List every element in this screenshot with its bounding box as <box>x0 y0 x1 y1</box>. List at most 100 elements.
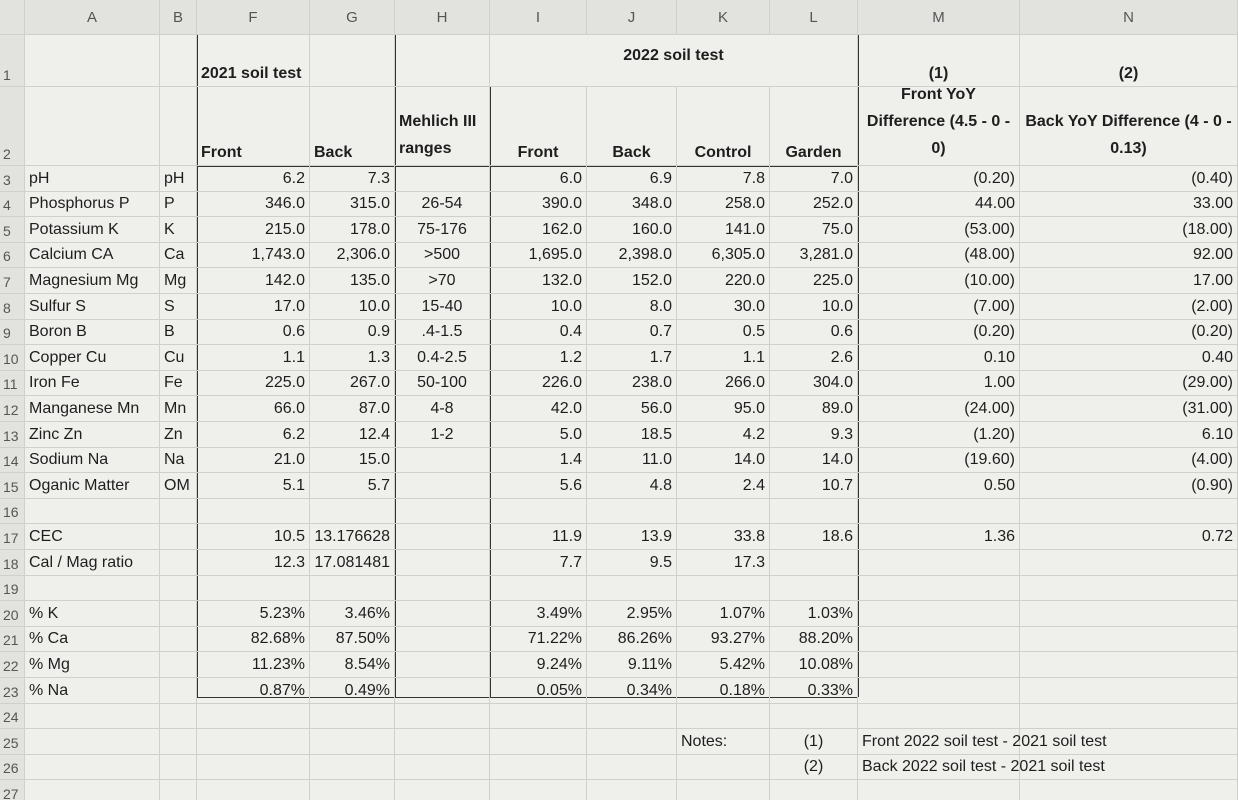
cell: 0.6 <box>197 319 310 346</box>
cell: 14.0 <box>770 447 858 474</box>
corner <box>0 0 25 35</box>
cell: 160.0 <box>587 217 677 243</box>
cell: 9.11% <box>587 652 677 678</box>
column-header: L <box>770 0 858 35</box>
empty-cell <box>1020 498 1238 525</box>
empty-cell <box>1020 626 1238 653</box>
row-number: 21 <box>0 626 25 653</box>
cell: 3.46% <box>310 601 395 627</box>
cell: Potassium K <box>25 217 160 243</box>
cell: 0.05% <box>490 678 587 704</box>
cell: 2022 soil test <box>490 35 858 87</box>
empty-cell <box>587 729 677 755</box>
cell: 4-8 <box>395 396 490 422</box>
cell: 11.9 <box>490 524 587 550</box>
cell: (0.20) <box>1020 319 1238 346</box>
cell: 13.9 <box>587 524 677 550</box>
cell: (2) <box>1020 35 1238 87</box>
empty-cell <box>25 575 160 602</box>
cell: 3,281.0 <box>770 242 858 269</box>
row-number: 8 <box>0 294 25 320</box>
empty-cell <box>587 703 677 730</box>
empty-cell <box>490 575 587 602</box>
cell: 1.2 <box>490 345 587 371</box>
empty-cell <box>197 575 310 602</box>
column-header: I <box>490 0 587 35</box>
empty-cell <box>858 703 1020 730</box>
cell: 142.0 <box>197 268 310 294</box>
cell: Zinc Zn <box>25 422 160 448</box>
row-number: 7 <box>0 268 25 294</box>
cell: 5.6 <box>490 473 587 499</box>
cell: 71.22% <box>490 626 587 653</box>
cell: % Mg <box>25 652 160 678</box>
empty-cell <box>25 703 160 730</box>
empty-cell <box>770 780 858 800</box>
cell: (4.00) <box>1020 447 1238 474</box>
empty-cell <box>25 754 160 781</box>
cell: 82.68% <box>197 626 310 653</box>
border <box>490 35 491 697</box>
cell: 0.87% <box>197 678 310 704</box>
cell: 9.5 <box>587 550 677 576</box>
border <box>395 35 396 697</box>
cell: 4.2 <box>677 422 770 448</box>
row-number: 24 <box>0 703 25 730</box>
empty-cell <box>677 780 770 800</box>
cell: Iron Fe <box>25 370 160 397</box>
empty-cell <box>1020 652 1238 678</box>
empty-cell <box>160 524 197 550</box>
row-number: 1 <box>0 35 25 87</box>
empty-cell <box>160 575 197 602</box>
cell: 56.0 <box>587 396 677 422</box>
empty-cell <box>490 780 587 800</box>
cell: 238.0 <box>587 370 677 397</box>
cell: 17.081481 <box>310 550 395 576</box>
cell: 0.18% <box>677 678 770 704</box>
empty-cell <box>490 498 587 525</box>
cell: 304.0 <box>770 370 858 397</box>
row-number: 22 <box>0 652 25 678</box>
cell: Garden <box>770 87 858 166</box>
cell: Control <box>677 87 770 166</box>
cell: 1.36 <box>858 524 1020 550</box>
empty-cell <box>395 166 490 192</box>
cell: 14.0 <box>677 447 770 474</box>
cell: 0.34% <box>587 678 677 704</box>
row-number: 16 <box>0 498 25 525</box>
empty-cell <box>395 601 490 627</box>
empty-cell <box>310 35 395 87</box>
cell: 3.49% <box>490 601 587 627</box>
cell: 5.42% <box>677 652 770 678</box>
empty-cell <box>160 754 197 781</box>
empty-cell <box>197 498 310 525</box>
cell: >70 <box>395 268 490 294</box>
cell: 178.0 <box>310 217 395 243</box>
cell: (1) <box>770 729 858 755</box>
cell: 8.54% <box>310 652 395 678</box>
cell: S <box>160 294 197 320</box>
empty-cell <box>490 703 587 730</box>
empty-cell <box>490 729 587 755</box>
empty-cell <box>197 729 310 755</box>
border <box>197 166 858 167</box>
cell: Back YoY Difference (4 - 0 - 0.13) <box>1020 87 1238 166</box>
empty-cell <box>25 87 160 166</box>
empty-cell <box>858 652 1020 678</box>
empty-cell <box>858 498 1020 525</box>
cell: 17.3 <box>677 550 770 576</box>
cell: 5.23% <box>197 601 310 627</box>
empty-cell <box>160 678 197 704</box>
cell: 215.0 <box>197 217 310 243</box>
empty-cell <box>395 754 490 781</box>
cell: (29.00) <box>1020 370 1238 397</box>
cell: (48.00) <box>858 242 1020 269</box>
cell: 1.1 <box>197 345 310 371</box>
cell: 1.07% <box>677 601 770 627</box>
cell: 15-40 <box>395 294 490 320</box>
cell: 2.95% <box>587 601 677 627</box>
row-number: 20 <box>0 601 25 627</box>
cell: (2.00) <box>1020 294 1238 320</box>
empty-cell <box>587 780 677 800</box>
cell: 10.5 <box>197 524 310 550</box>
